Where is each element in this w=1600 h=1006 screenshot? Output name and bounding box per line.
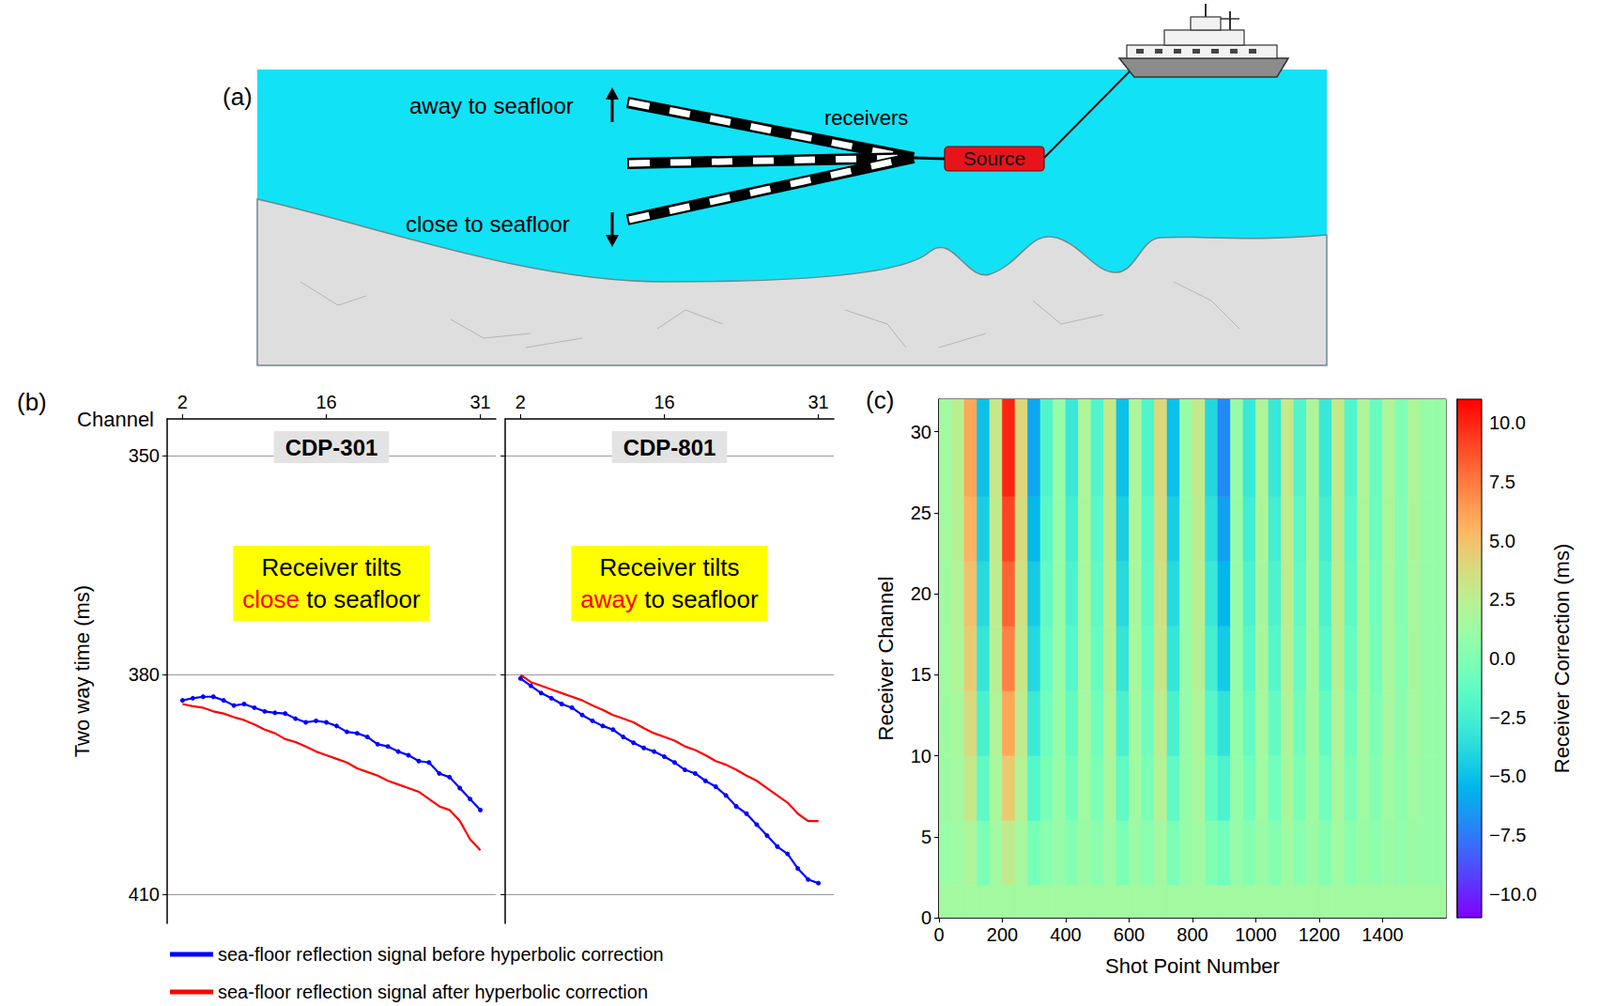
svg-text:7.5: 7.5: [1489, 471, 1516, 493]
svg-text:Channel: Channel: [76, 407, 154, 431]
svg-text:−7.5: −7.5: [1489, 824, 1526, 846]
svg-text:2: 2: [177, 391, 188, 413]
svg-text:Receiver Correction (ms): Receiver Correction (ms): [1550, 543, 1574, 774]
svg-text:30: 30: [910, 421, 932, 443]
svg-text:Receiver tilts: Receiver tilts: [261, 553, 402, 582]
svg-text:400: 400: [1049, 923, 1081, 945]
svg-text:−10.0: −10.0: [1489, 883, 1538, 905]
svg-text:2.5: 2.5: [1489, 588, 1516, 610]
svg-text:CDP-801: CDP-801: [623, 434, 717, 461]
svg-text:(c): (c): [865, 385, 894, 415]
svg-text:10: 10: [910, 745, 932, 767]
svg-text:to seafloor: to seafloor: [299, 584, 421, 614]
svg-text:sea-floor reflection signal af: sea-floor reflection signal after hyperb…: [217, 981, 648, 1002]
svg-text:to seafloor: to seafloor: [637, 584, 759, 614]
svg-text:−5.0: −5.0: [1489, 765, 1526, 786]
svg-text:31: 31: [469, 391, 491, 413]
svg-text:350: 350: [128, 445, 160, 466]
svg-text:600: 600: [1113, 923, 1145, 945]
svg-text:1200: 1200: [1298, 923, 1341, 945]
svg-text:410: 410: [128, 883, 160, 905]
svg-text:Receiver Channel: Receiver Channel: [874, 576, 898, 741]
svg-text:0: 0: [933, 923, 944, 945]
svg-text:Two way time (ms): Two way time (ms): [70, 584, 94, 757]
svg-text:800: 800: [1176, 923, 1208, 945]
svg-text:5: 5: [921, 826, 932, 847]
svg-text:2: 2: [515, 391, 526, 413]
svg-text:1000: 1000: [1234, 923, 1277, 945]
svg-text:away to seafloor: away to seafloor: [409, 92, 574, 119]
svg-text:sea-floor reflection signal be: sea-floor reflection signal before hyper…: [217, 943, 664, 965]
svg-text:close to seafloor: close to seafloor: [405, 211, 570, 237]
svg-text:Receiver tilts: Receiver tilts: [600, 553, 740, 582]
svg-text:16: 16: [315, 391, 337, 413]
svg-text:1400: 1400: [1361, 923, 1404, 945]
svg-text:10.0: 10.0: [1489, 412, 1526, 433]
svg-text:Shot Point Number: Shot Point Number: [1105, 953, 1280, 978]
svg-text:200: 200: [986, 923, 1018, 945]
svg-text:0.0: 0.0: [1489, 647, 1516, 669]
svg-text:(b): (b): [16, 387, 47, 416]
svg-text:5.0: 5.0: [1489, 530, 1516, 552]
svg-text:away: away: [580, 584, 638, 614]
svg-text:0: 0: [921, 907, 932, 928]
svg-text:(a): (a): [222, 82, 253, 111]
svg-text:380: 380: [128, 663, 160, 685]
svg-text:16: 16: [653, 391, 675, 413]
svg-text:20: 20: [910, 583, 932, 604]
svg-text:25: 25: [910, 502, 932, 524]
svg-text:15: 15: [910, 663, 932, 685]
svg-text:Source: Source: [963, 147, 1027, 170]
svg-text:31: 31: [807, 391, 829, 413]
svg-text:receivers: receivers: [824, 106, 908, 130]
svg-text:CDP-301: CDP-301: [285, 434, 379, 461]
svg-text:close: close: [242, 584, 300, 614]
svg-text:−2.5: −2.5: [1489, 707, 1526, 728]
